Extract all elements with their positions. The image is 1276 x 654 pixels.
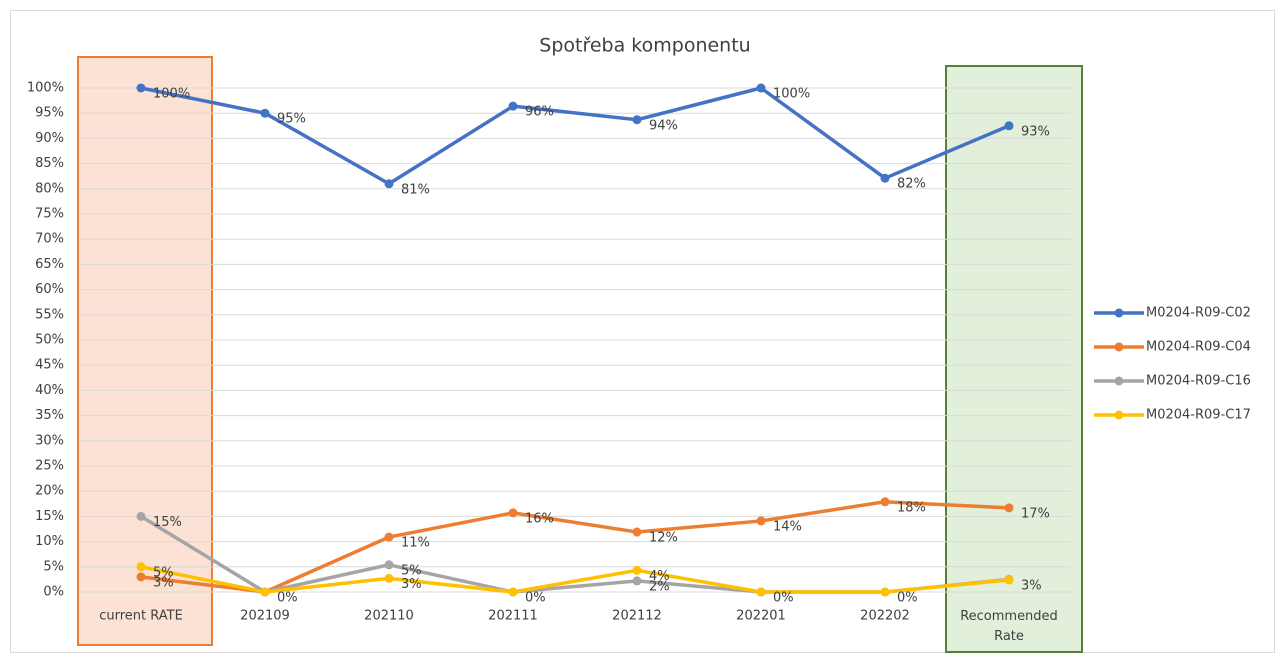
grid: 0% 5% 10% 15% 20% 25% 30% 35% 40% 45% 50% 55% 60% 65%… [27, 81, 1071, 644]
y-tick-label: 65% [35, 257, 64, 272]
legend-marker [1114, 308, 1124, 318]
data-point [508, 101, 518, 111]
data-label: 96% [525, 105, 554, 120]
y-tick-label: 0% [43, 585, 64, 600]
legend: M0204-R09-C02 M0204-R09-C04 M0204-R09-C16 M… [1094, 306, 1251, 423]
data-label: 17% [1021, 506, 1050, 521]
data-point [880, 497, 890, 507]
data-point [756, 83, 766, 93]
legend-marker [1114, 376, 1124, 386]
data-point [384, 532, 394, 542]
data-point [508, 508, 518, 518]
data-label: 5% [401, 563, 422, 578]
y-tick-label: 15% [35, 509, 64, 524]
data-label: 93% [1021, 124, 1050, 139]
data-point [384, 179, 394, 189]
data-point [260, 108, 270, 118]
legend-label: M0204-R09-C17 [1146, 408, 1251, 423]
data-point [136, 83, 146, 93]
data-label: 100% [153, 87, 190, 102]
y-tick-label: 25% [35, 459, 64, 474]
x-tick-label: current RATE [99, 609, 183, 624]
data-label: 95% [277, 112, 306, 127]
data-label: 15% [153, 515, 182, 530]
data-point [136, 511, 146, 521]
data-point [1004, 503, 1014, 513]
legend-marker [1114, 410, 1124, 420]
y-tick-label: 5% [43, 559, 64, 574]
recommended-rate-highlight [945, 65, 1083, 653]
data-point [1004, 575, 1014, 585]
x-tick-label: 202110 [364, 609, 414, 624]
x-tick-label: 202202 [860, 609, 910, 624]
data-label: 3% [401, 577, 422, 592]
data-point [880, 587, 890, 597]
legend-marker [1114, 342, 1124, 352]
data-point [632, 565, 642, 575]
series-line [140, 500, 1010, 594]
data-point [136, 562, 146, 572]
data-point [384, 573, 394, 583]
series-line [140, 565, 1010, 594]
current-rate-highlight [77, 56, 213, 646]
data-label: 3% [153, 575, 174, 590]
y-tick-label: 70% [35, 232, 64, 247]
data-label: 4% [649, 569, 670, 584]
data-point [632, 527, 642, 537]
x-tick-label: 202112 [612, 609, 662, 624]
x-tick-label: Recommended Rate [960, 609, 1058, 644]
data-label: 94% [649, 118, 678, 133]
data-label: 0% [773, 591, 794, 606]
y-tick-label: 35% [35, 408, 64, 423]
y-tick-label: 90% [35, 131, 64, 146]
y-tick-label: 20% [35, 484, 64, 499]
data-label: 100% [773, 87, 810, 102]
data-label: 82% [897, 177, 926, 192]
x-tick-label: 202111 [488, 609, 538, 624]
legend-label: M0204-R09-C04 [1146, 340, 1251, 355]
data-label: 0% [897, 591, 918, 606]
data-label: 81% [401, 182, 430, 197]
data-point [756, 516, 766, 526]
data-label: 11% [401, 536, 430, 551]
data-point [260, 587, 270, 597]
data-point [508, 587, 518, 597]
plot: 100% 95% 81% 96% 94% 100% 82% 93% 3% 11% 16% 12% 14%… [136, 83, 1050, 606]
y-tick-label: 30% [35, 433, 64, 448]
y-tick-label: 85% [35, 156, 64, 171]
y-tick-label: 10% [35, 534, 64, 549]
data-label: 0% [277, 591, 298, 606]
legend-label: M0204-R09-C02 [1146, 306, 1251, 321]
chart-title: Spotřeba komponentu [539, 35, 750, 57]
data-label: 12% [649, 531, 678, 546]
y-tick-label: 60% [35, 282, 64, 297]
y-tick-label: 80% [35, 181, 64, 196]
y-tick-label: 95% [35, 106, 64, 121]
data-label: 14% [773, 519, 802, 534]
data-label: 5% [153, 565, 174, 580]
series-line [140, 86, 1010, 186]
data-point [136, 572, 146, 582]
data-label: 18% [897, 500, 926, 515]
data-point [632, 115, 642, 125]
data-label: 0% [525, 591, 546, 606]
data-point [880, 173, 890, 183]
legend-label: M0204-R09-C16 [1146, 374, 1251, 389]
x-tick-label: 202201 [736, 609, 786, 624]
y-tick-label: 100% [27, 81, 64, 96]
data-point [756, 587, 766, 597]
data-label: 2% [649, 579, 670, 594]
y-tick-label: 45% [35, 358, 64, 373]
y-tick-label: 50% [35, 333, 64, 348]
y-tick-label: 75% [35, 207, 64, 222]
data-point [1004, 121, 1014, 131]
data-point [632, 576, 642, 586]
data-label: 3% [1021, 578, 1042, 593]
y-tick-label: 40% [35, 383, 64, 398]
y-tick-label: 55% [35, 307, 64, 322]
data-label: 16% [525, 511, 554, 526]
data-point [384, 560, 394, 570]
x-tick-label: 202109 [240, 609, 290, 624]
